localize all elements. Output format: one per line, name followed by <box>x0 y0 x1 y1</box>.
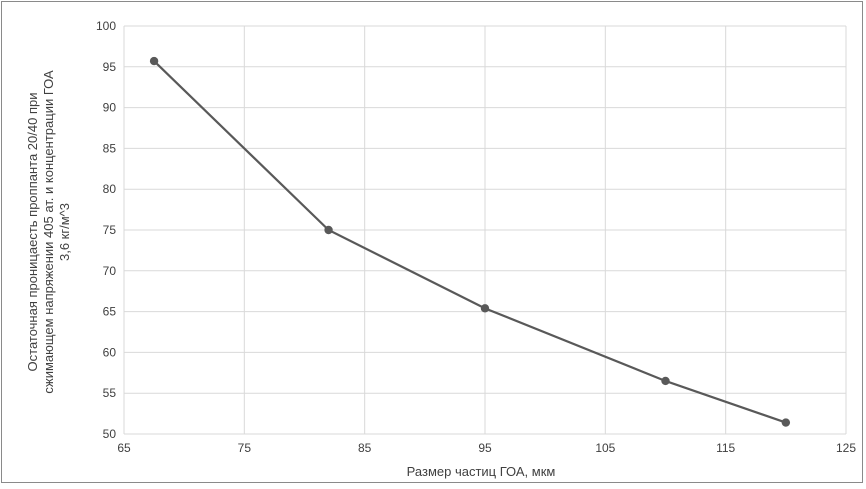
y-axis-label-line-2: сжимающем напряжении 405 ат. и концентра… <box>41 70 56 394</box>
y-tick-label: 100 <box>96 19 116 33</box>
series-line <box>153 60 787 424</box>
y-tick-label: 85 <box>103 141 117 155</box>
x-tick-label: 125 <box>836 441 856 455</box>
data-point-4 <box>661 376 670 386</box>
y-tick-label: 70 <box>103 264 117 278</box>
series-group <box>149 56 791 427</box>
grid <box>123 25 847 435</box>
x-tick-label: 95 <box>478 441 492 455</box>
y-tick-label: 75 <box>103 223 117 237</box>
x-tick-label: 65 <box>117 441 131 455</box>
x-tick-label: 115 <box>716 441 735 455</box>
y-tick-label: 95 <box>103 60 117 74</box>
y-tick-label: 60 <box>103 345 117 359</box>
data-point-3 <box>480 304 490 313</box>
tick-labels: 50 55 60 65 70 75 80 85 90 95 100 65 75 85 95 105 115 125 <box>96 19 856 455</box>
data-point-2 <box>324 225 333 235</box>
x-axis-label: Размер частиц ГОА, мкм <box>407 464 556 479</box>
x-tick-label: 105 <box>595 441 615 455</box>
x-tick-label: 85 <box>358 441 372 455</box>
y-tick-label: 80 <box>103 182 117 196</box>
data-point-5 <box>781 418 791 427</box>
y-tick-label: 55 <box>103 386 117 400</box>
y-axis-label-line-1: Остаточная проницаесть проппанта 20/40 п… <box>25 93 40 372</box>
y-tick-label: 65 <box>103 305 117 319</box>
x-tick-label: 75 <box>238 441 252 455</box>
y-axis-label: Остаточная проницаесть проппанта 20/40 п… <box>25 70 72 394</box>
y-axis-label-line-3: 3,6 кг/м^3 <box>57 203 72 261</box>
y-tick-label: 90 <box>103 101 117 115</box>
data-point-1 <box>149 56 159 66</box>
y-tick-label: 50 <box>103 427 117 441</box>
